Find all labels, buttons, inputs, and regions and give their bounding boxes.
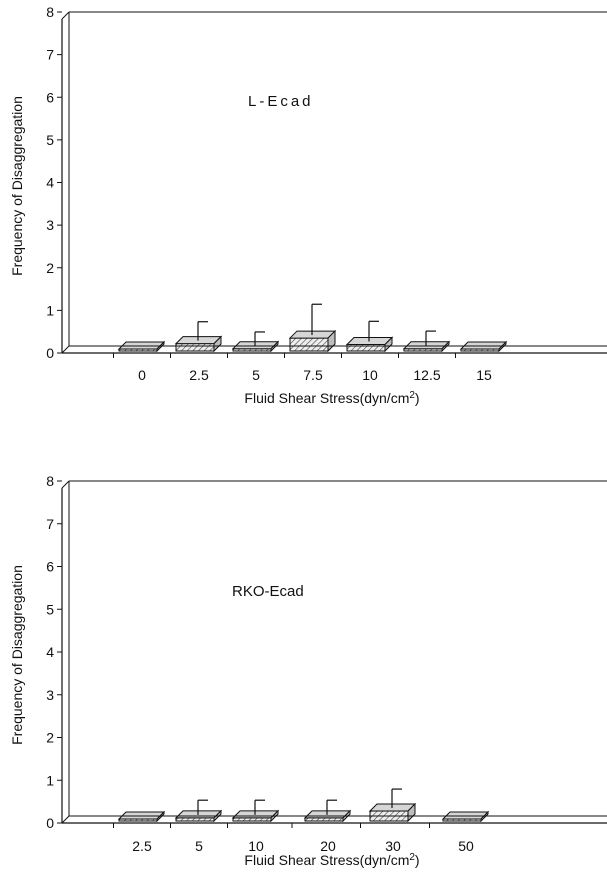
x-cat-label-1-4: 10: [362, 367, 378, 383]
bar-2-2: [231, 799, 280, 823]
x-axis-title-1-sup: 2: [409, 390, 415, 401]
x-cat-label-1-0: 0: [138, 367, 146, 383]
y-tick-label-2-3: 3: [46, 687, 54, 703]
x-cat-label-1-5: 12.5: [413, 367, 440, 383]
bars-2: [117, 788, 490, 823]
y-tick-label-2-6: 6: [46, 559, 54, 575]
bar-1-1: [174, 321, 223, 353]
x-cat-label-2-4: 30: [385, 838, 401, 854]
y-axis-cap-1: [61, 11, 70, 20]
y-tick-label-2-1: 1: [46, 772, 54, 788]
x-cat-label-2-1: 5: [195, 838, 203, 854]
panel-label-1: L-Ecad: [248, 93, 314, 110]
y-tick-label-2-0: 0: [46, 815, 54, 831]
y-tick-label-2-4: 4: [46, 644, 54, 660]
y-ticks-1: 0 1 2 3 4 5 6 7 8: [46, 4, 62, 361]
bar-2-3: [303, 799, 352, 823]
bar-1-5: [402, 330, 451, 353]
y-tick-label-2-5: 5: [46, 601, 54, 617]
y-ticks-2: 0 1 2 3 4 5 6 7 8: [46, 473, 62, 831]
y-tick-label-2-8: 8: [46, 473, 54, 489]
x-cat-label-1-3: 7.5: [303, 367, 323, 383]
x-axis-title-2-main: Fluid Shear Stress(dyn/cm: [244, 852, 409, 868]
x-cat-label-2-2: 10: [248, 838, 264, 854]
y-axis-cap-2: [61, 480, 70, 489]
y-tick-label-1-6: 6: [46, 89, 54, 105]
bar-1-3: [288, 303, 337, 353]
x-cat-label-2-5: 50: [458, 838, 474, 854]
floor-left-edge-1: [61, 345, 70, 354]
x-axis-title-2: Fluid Shear Stress(dyn/cm2): [244, 852, 419, 868]
y-tick-label-1-2: 2: [46, 260, 54, 276]
y-axis-title-1: Frequency of Disaggregation: [9, 96, 25, 276]
x-axis-title-2-sup: 2: [409, 852, 415, 863]
x-axis-title-1-close: ): [415, 390, 420, 406]
y-axis-title-2: Frequency of Disaggregation: [9, 565, 25, 745]
x-cat-labels-1: 0 2.5 5 7.5 10 12.5 15: [138, 367, 492, 383]
x-cat-labels-2: 2.5 5 10 20 30 50: [132, 838, 474, 854]
bar-front-1-1: [175, 343, 215, 352]
x-axis-title-1: Fluid Shear Stress(dyn/cm2): [244, 390, 419, 406]
bar-1-2: [231, 331, 280, 353]
bar-side-1-1: [213, 335, 222, 353]
y-tick-label-1-7: 7: [46, 47, 54, 63]
y-tick-label-2-7: 7: [46, 516, 54, 532]
y-tick-label-1-0: 0: [46, 345, 54, 361]
chart-panel-rko-ecad: Frequency of Disaggregation RKO-Ecad 0 1 2…: [9, 473, 607, 868]
x-axis-title-2-close: ): [415, 852, 420, 868]
bar-side-2-4: [407, 802, 416, 823]
y-tick-label-1-4: 4: [46, 175, 54, 191]
bar-front-1-4: [346, 343, 386, 352]
chart-panel-l-ecad: Frequency of Disaggregation L-Ecad 0 1 2 3 4…: [9, 4, 607, 406]
bar-1-4: [345, 320, 394, 353]
x-cat-label-1-6: 15: [476, 367, 492, 383]
y-tick-label-2-2: 2: [46, 730, 54, 746]
bar-side-1-4: [384, 336, 393, 353]
panel-label-2: RKO-Ecad: [232, 583, 304, 600]
x-axis-title-1-main: Fluid Shear Stress(dyn/cm: [244, 390, 409, 406]
bar-2-1: [174, 799, 223, 823]
bar-front-1-3: [289, 337, 329, 352]
y-tick-label-1-1: 1: [46, 302, 54, 318]
y-tick-label-1-8: 8: [46, 4, 54, 20]
floor-left-edge-2: [61, 815, 70, 824]
y-tick-label-1-5: 5: [46, 132, 54, 148]
x-cat-label-2-3: 20: [320, 838, 336, 854]
x-cat-label-1-1: 2.5: [189, 367, 209, 383]
x-cat-label-2-0: 2.5: [132, 838, 152, 854]
y-tick-label-1-3: 3: [46, 217, 54, 233]
bars-1: [117, 303, 508, 353]
x-cat-label-1-2: 5: [252, 367, 260, 383]
